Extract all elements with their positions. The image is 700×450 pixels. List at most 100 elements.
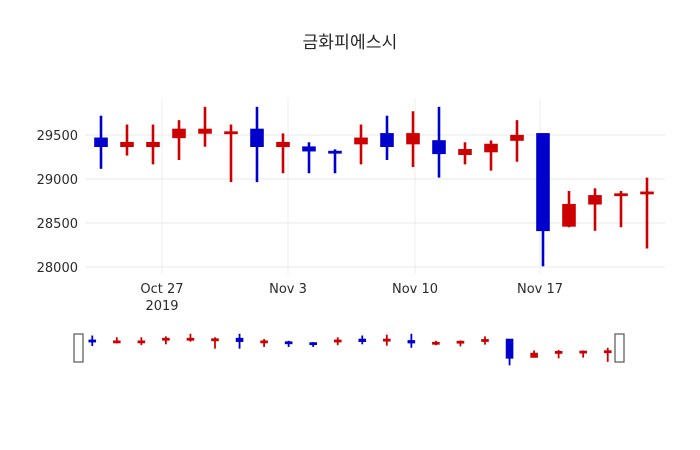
candle-body	[328, 150, 342, 154]
nav-candle-1	[113, 337, 121, 344]
candle-body	[432, 341, 440, 345]
nav-candle-5	[211, 337, 219, 349]
page-title: 금화피에스시	[302, 33, 398, 53]
candle-body	[235, 337, 244, 342]
nav-candle-10	[333, 337, 342, 346]
candle-15	[484, 140, 498, 171]
y-tick-29000: 29000	[37, 173, 78, 188]
candle-body	[94, 137, 108, 147]
horizontal-gridlines	[85, 134, 665, 268]
candle-body	[354, 137, 368, 145]
candle-body	[284, 341, 293, 345]
nav-candle-21	[603, 347, 612, 362]
candle-body	[554, 351, 563, 354]
y-tick-29500: 29500	[37, 129, 78, 144]
candle-body	[588, 195, 602, 205]
candle-body	[603, 350, 612, 354]
candle-5	[224, 124, 238, 183]
candle-series	[94, 106, 654, 267]
candle-16	[510, 120, 524, 162]
nav-candle-20	[579, 350, 587, 358]
candle-body	[137, 340, 146, 344]
candle-body	[211, 338, 219, 342]
candle-11	[380, 115, 394, 160]
y-tick-28000: 28000	[37, 261, 78, 276]
x-tick-nov-17: Nov 17	[517, 282, 563, 297]
candle-body	[536, 133, 550, 232]
candle-6	[250, 106, 264, 183]
candle-body	[614, 193, 628, 197]
candle-body	[120, 141, 134, 148]
nav-candle-17	[505, 338, 514, 366]
candle-body	[309, 342, 317, 346]
candle-body	[162, 337, 170, 341]
candle-13	[432, 106, 446, 178]
nav-candle-7	[260, 339, 268, 347]
candle-body	[432, 140, 446, 155]
nav-candle-11	[358, 335, 367, 345]
candle-2	[146, 124, 160, 165]
candle-body	[333, 339, 342, 343]
nav-candle-15	[456, 340, 465, 347]
candle-body	[260, 340, 268, 344]
x-tick-nov-10: Nov 10	[392, 282, 438, 297]
candle-body	[186, 337, 195, 341]
candle-21	[640, 177, 654, 249]
candle-17	[536, 133, 550, 267]
x-tick-nov-3: Nov 3	[269, 282, 307, 297]
range-selector[interactable]	[88, 333, 612, 366]
candle-12	[406, 111, 420, 168]
nav-candle-0	[88, 335, 97, 347]
candle-body	[383, 338, 391, 342]
candle-body	[510, 134, 524, 141]
nav-candle-3	[162, 336, 170, 345]
nav-candle-16	[481, 336, 489, 345]
candle-body	[456, 340, 465, 344]
nav-candle-9	[309, 342, 317, 347]
candle-body	[380, 133, 394, 147]
vertical-gridlines	[161, 98, 541, 274]
x-tick-oct-27: Oct 27	[140, 282, 183, 297]
y-tick-28500: 28500	[37, 217, 78, 232]
candle-0	[94, 115, 108, 169]
candle-body	[146, 141, 160, 148]
nav-candle-13	[407, 333, 416, 348]
x-axis-labels: Oct 27 2019 Nov 3 Nov 10 Nov 17	[140, 282, 563, 314]
candle-body	[198, 128, 212, 134]
candle-10	[354, 124, 368, 165]
nav-candle-4	[186, 333, 195, 342]
candle-body	[530, 352, 538, 358]
candle-3	[172, 120, 186, 160]
left-range-handle[interactable]	[73, 333, 84, 363]
candle-19	[588, 188, 602, 231]
x-tick-year: 2019	[145, 299, 178, 314]
candle-body	[562, 203, 576, 227]
candle-18	[562, 190, 576, 228]
candle-20	[614, 190, 628, 228]
candle-body	[579, 350, 587, 354]
candle-body	[172, 128, 186, 139]
candle-body	[505, 338, 514, 359]
candle-body	[484, 143, 498, 153]
candle-8	[302, 142, 316, 174]
range-handles[interactable]	[73, 333, 625, 363]
candle-4	[198, 106, 212, 147]
candle-9	[328, 149, 342, 174]
nav-candle-18	[530, 350, 538, 358]
nav-candle-8	[284, 340, 293, 347]
candle-body	[88, 339, 97, 343]
candle-14	[458, 142, 472, 165]
candle-body	[640, 191, 654, 195]
candle-7	[276, 133, 290, 174]
candle-body	[481, 339, 489, 342]
candle-body	[276, 141, 290, 148]
nav-candle-19	[554, 349, 563, 359]
right-range-handle[interactable]	[614, 333, 625, 363]
nav-candle-2	[137, 337, 146, 346]
nav-candle-12	[383, 334, 391, 346]
nav-candle-14	[432, 340, 440, 346]
nav-candle-6	[235, 333, 244, 349]
candle-body	[250, 128, 264, 148]
